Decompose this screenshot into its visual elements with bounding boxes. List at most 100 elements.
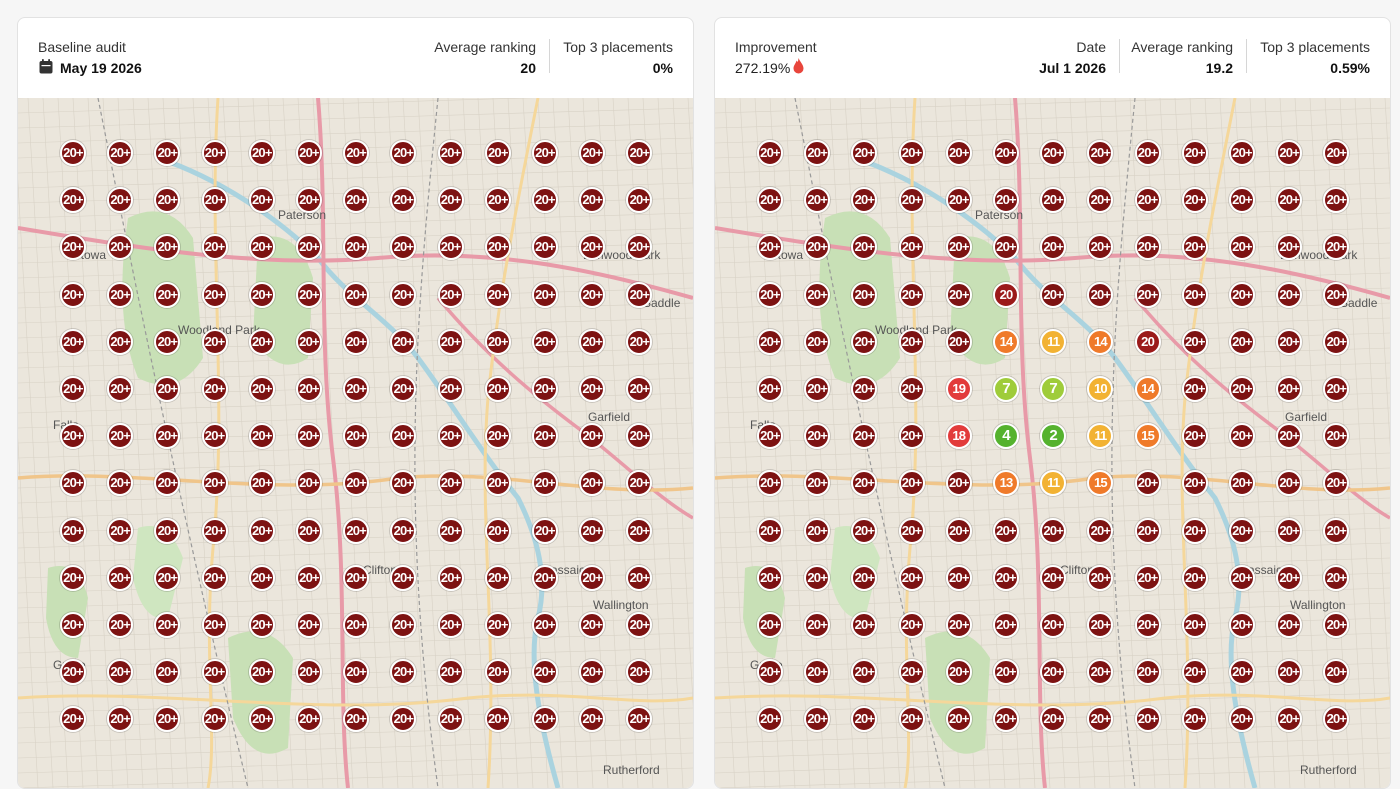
rank-marker[interactable]: 20+ <box>201 423 228 450</box>
rank-marker[interactable]: 20+ <box>343 234 370 261</box>
rank-marker[interactable]: 20+ <box>107 187 134 214</box>
rank-marker[interactable]: 20+ <box>579 328 606 355</box>
rank-marker[interactable]: 10 <box>1087 376 1114 402</box>
rank-marker[interactable]: 20+ <box>1276 706 1303 733</box>
rank-marker[interactable]: 14 <box>1134 376 1161 402</box>
rank-marker[interactable]: 20+ <box>804 612 831 638</box>
rank-marker[interactable]: 20+ <box>1276 376 1303 402</box>
rank-marker[interactable]: 20+ <box>945 470 972 497</box>
rank-marker[interactable]: 20+ <box>993 140 1019 166</box>
rank-marker[interactable]: 20+ <box>851 376 878 402</box>
rank-marker[interactable]: 20+ <box>1323 187 1350 214</box>
rank-marker[interactable]: 20+ <box>1087 564 1114 591</box>
rank-marker[interactable]: 20+ <box>484 234 511 261</box>
rank-marker[interactable]: 20+ <box>248 423 275 450</box>
rank-marker[interactable]: 20+ <box>437 281 464 308</box>
rank-marker[interactable]: 20+ <box>1276 234 1303 261</box>
rank-marker[interactable]: 20+ <box>296 470 322 497</box>
rank-marker[interactable]: 20+ <box>201 612 228 638</box>
rank-marker[interactable]: 20+ <box>1087 659 1114 686</box>
rank-marker[interactable]: 18 <box>945 423 972 450</box>
rank-marker[interactable]: 20+ <box>1087 612 1114 638</box>
rank-marker[interactable]: 20+ <box>60 140 86 166</box>
rank-marker[interactable]: 20+ <box>60 328 86 355</box>
rank-marker[interactable]: 20+ <box>579 140 606 166</box>
rank-marker[interactable]: 20+ <box>1087 140 1114 166</box>
rank-marker[interactable]: 20+ <box>107 470 134 497</box>
rank-marker[interactable]: 20+ <box>1229 187 1255 214</box>
rank-marker[interactable]: 20+ <box>1134 140 1161 166</box>
rank-marker[interactable]: 20+ <box>1134 187 1161 214</box>
rank-marker[interactable]: 20+ <box>437 187 464 214</box>
rank-marker[interactable]: 20+ <box>201 659 228 686</box>
rank-marker[interactable]: 20+ <box>1181 281 1208 308</box>
rank-marker[interactable]: 20+ <box>804 706 831 733</box>
rank-marker[interactable]: 20+ <box>1276 564 1303 591</box>
rank-marker[interactable]: 20+ <box>296 281 322 308</box>
rank-marker[interactable]: 20+ <box>60 187 86 214</box>
rank-marker[interactable]: 20+ <box>437 234 464 261</box>
rank-marker[interactable]: 20+ <box>1229 328 1255 355</box>
rank-marker[interactable]: 20+ <box>898 140 925 166</box>
rank-marker[interactable]: 20+ <box>1040 612 1067 638</box>
rank-marker[interactable]: 20+ <box>296 376 322 402</box>
rank-marker[interactable]: 20+ <box>626 612 653 638</box>
rank-marker[interactable]: 20+ <box>626 234 653 261</box>
rank-marker[interactable]: 20+ <box>201 706 228 733</box>
rank-marker[interactable]: 20+ <box>154 423 181 450</box>
rank-marker[interactable]: 20+ <box>296 706 322 733</box>
rank-marker[interactable]: 20+ <box>154 187 181 214</box>
rank-marker[interactable]: 20+ <box>390 281 417 308</box>
rank-marker[interactable]: 20+ <box>851 470 878 497</box>
rank-marker[interactable]: 20+ <box>579 423 606 450</box>
rank-marker[interactable]: 20+ <box>532 423 558 450</box>
rank-marker[interactable]: 20+ <box>107 423 134 450</box>
rank-marker[interactable]: 20+ <box>201 470 228 497</box>
rank-marker[interactable]: 20+ <box>484 517 511 544</box>
rank-marker[interactable]: 20+ <box>1134 470 1161 497</box>
rank-marker[interactable]: 20+ <box>201 517 228 544</box>
rank-marker[interactable]: 20+ <box>1040 659 1067 686</box>
rank-marker[interactable]: 14 <box>1087 328 1114 355</box>
rank-marker[interactable]: 20+ <box>993 659 1019 686</box>
rank-marker[interactable]: 20+ <box>437 564 464 591</box>
rank-marker[interactable]: 20+ <box>851 281 878 308</box>
rank-marker[interactable]: 20+ <box>898 281 925 308</box>
rank-marker[interactable]: 20+ <box>851 187 878 214</box>
rank-marker[interactable]: 20+ <box>154 659 181 686</box>
rank-marker[interactable]: 20+ <box>1229 470 1255 497</box>
current-map[interactable]: Paterson Totowa Elmwood Park Saddle Woodland… <box>715 98 1390 788</box>
rank-marker[interactable]: 20+ <box>390 376 417 402</box>
rank-marker[interactable]: 20+ <box>484 328 511 355</box>
rank-marker[interactable]: 20+ <box>1229 281 1255 308</box>
rank-marker[interactable]: 20+ <box>343 328 370 355</box>
rank-marker[interactable]: 20+ <box>1040 517 1067 544</box>
rank-marker[interactable]: 20+ <box>1087 517 1114 544</box>
rank-marker[interactable]: 20+ <box>1181 376 1208 402</box>
rank-marker[interactable]: 20 <box>993 281 1019 308</box>
rank-marker[interactable]: 20+ <box>757 612 783 638</box>
rank-marker[interactable]: 20+ <box>154 564 181 591</box>
rank-marker[interactable]: 20+ <box>437 706 464 733</box>
rank-marker[interactable]: 20+ <box>804 470 831 497</box>
rank-marker[interactable]: 20+ <box>107 517 134 544</box>
rank-marker[interactable]: 20+ <box>154 376 181 402</box>
rank-marker[interactable]: 20+ <box>898 376 925 402</box>
rank-marker[interactable]: 20+ <box>484 140 511 166</box>
rank-marker[interactable]: 20+ <box>201 376 228 402</box>
rank-marker[interactable]: 20+ <box>945 328 972 355</box>
baseline-map[interactable]: Paterson Totowa Elmwood Park Saddle Woodland… <box>18 98 693 788</box>
rank-marker[interactable]: 20+ <box>343 423 370 450</box>
rank-marker[interactable]: 20+ <box>484 187 511 214</box>
rank-marker[interactable]: 20+ <box>532 517 558 544</box>
rank-marker[interactable]: 20+ <box>898 659 925 686</box>
rank-marker[interactable]: 20+ <box>757 706 783 733</box>
rank-marker[interactable]: 20+ <box>626 659 653 686</box>
rank-marker[interactable]: 20+ <box>296 423 322 450</box>
rank-marker[interactable]: 7 <box>1040 376 1067 402</box>
rank-marker[interactable]: 20+ <box>390 706 417 733</box>
rank-marker[interactable]: 20+ <box>390 612 417 638</box>
rank-marker[interactable]: 20+ <box>626 376 653 402</box>
rank-marker[interactable]: 20+ <box>296 187 322 214</box>
rank-marker[interactable]: 20+ <box>1134 706 1161 733</box>
